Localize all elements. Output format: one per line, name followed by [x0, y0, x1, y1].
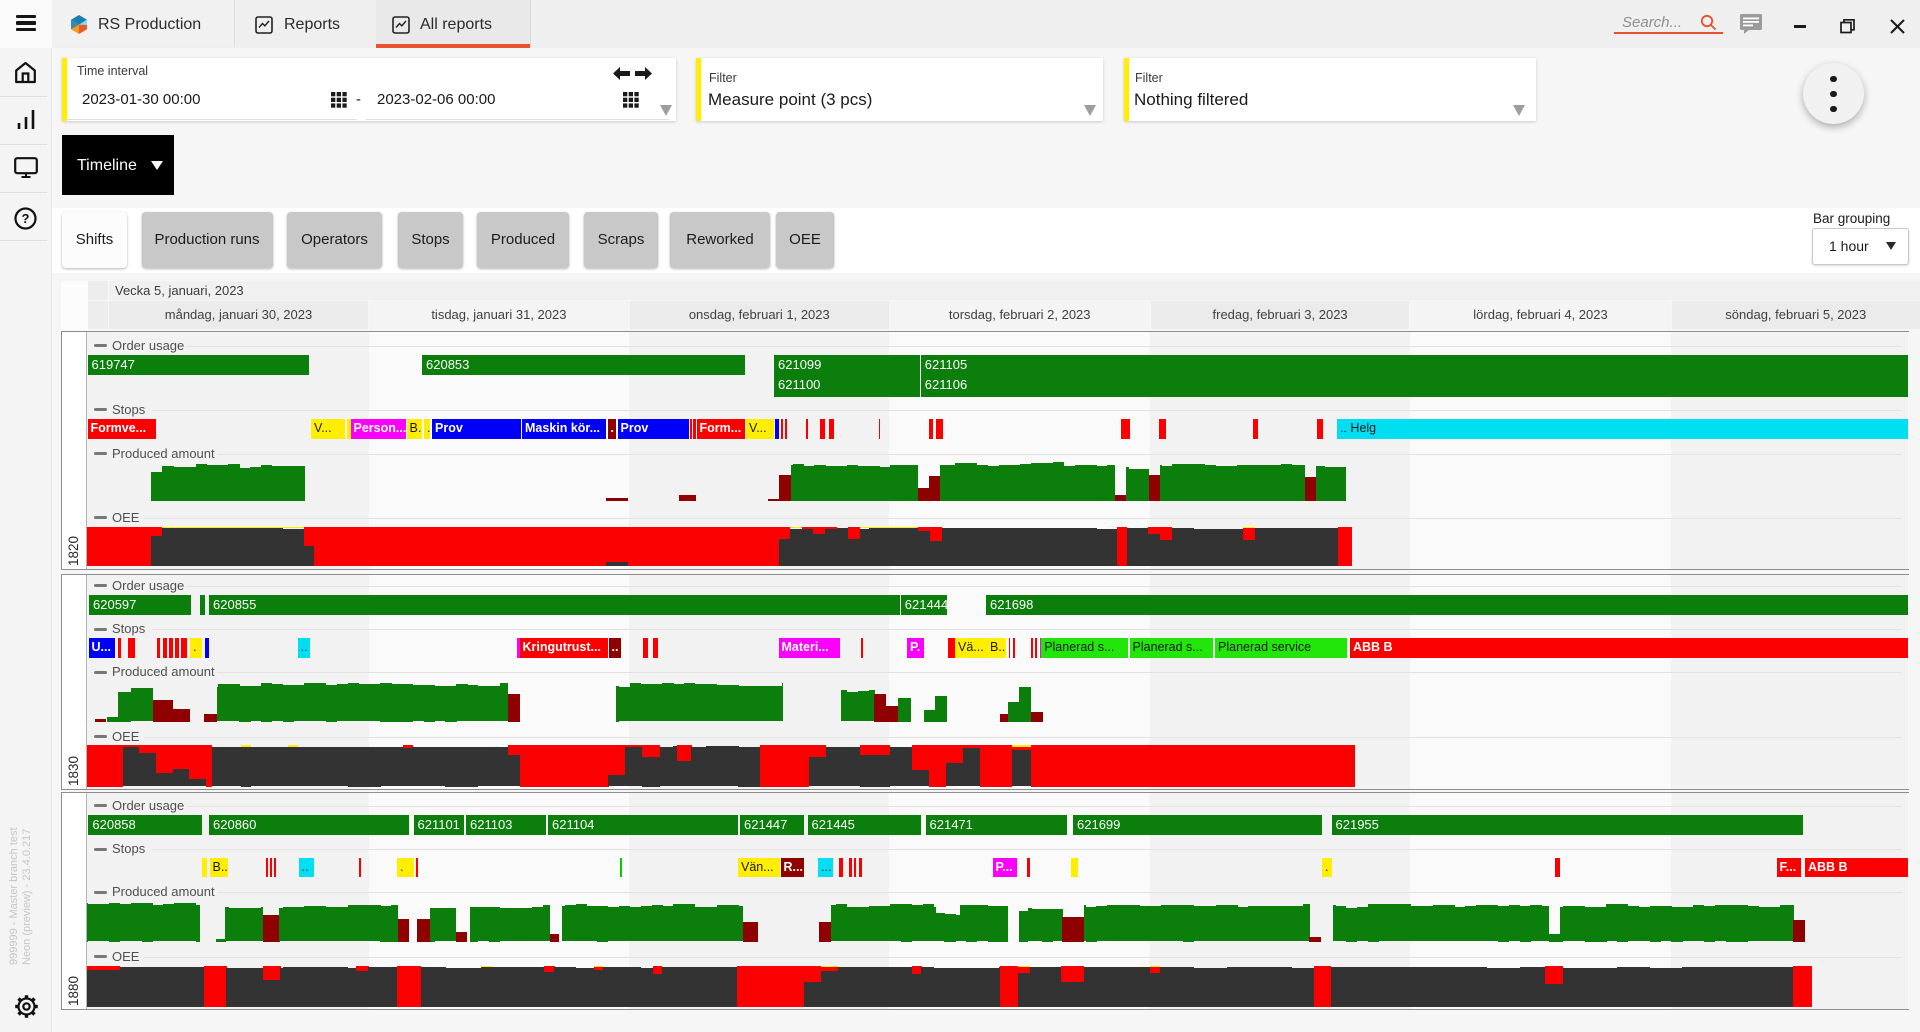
svg-text:?: ?: [22, 211, 30, 226]
